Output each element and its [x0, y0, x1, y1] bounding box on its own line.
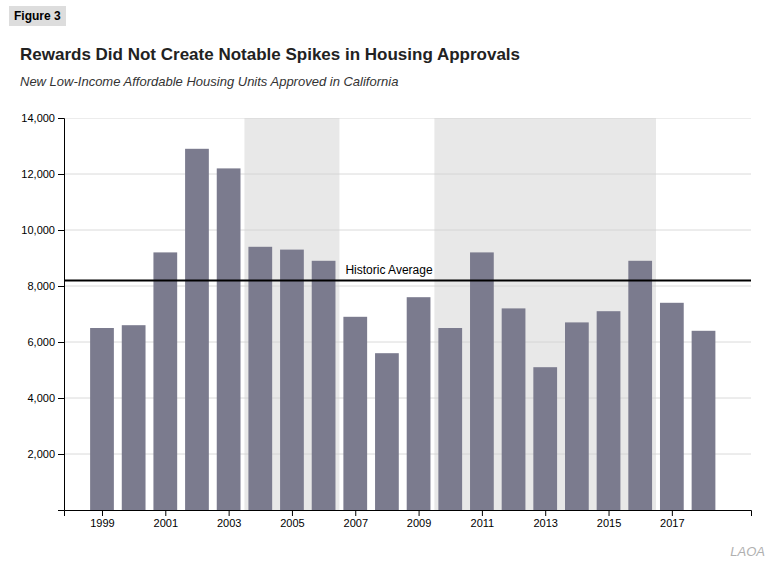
- average-label: Historic Average: [345, 263, 432, 277]
- x-tick: 2011: [471, 510, 495, 529]
- marks: [64, 118, 751, 510]
- y-tick-label: 4,000: [27, 392, 55, 404]
- x-tick: 2003: [217, 510, 241, 529]
- x-tick-mark: [355, 510, 356, 516]
- bar: [248, 247, 272, 510]
- bar: [407, 297, 431, 510]
- bar: [217, 168, 241, 510]
- x-tick: 2009: [407, 510, 431, 529]
- x-axis-line: [65, 511, 752, 517]
- x-tick-mark: [229, 510, 230, 516]
- y-tick: 14,000: [21, 112, 64, 124]
- x-tick-label: 2013: [533, 517, 557, 529]
- grid-line: [64, 118, 751, 119]
- bar: [565, 322, 589, 510]
- y-tick: 12,000: [21, 168, 64, 180]
- y-tick-label: 6,000: [27, 336, 55, 348]
- x-tick-mark: [545, 510, 546, 516]
- figure-label-group: Figure 3: [9, 6, 66, 26]
- x-tick: 1999: [90, 510, 114, 529]
- figure-label-box: [9, 6, 66, 26]
- figure-label: Figure 3: [14, 9, 61, 23]
- x-tick: 2013: [533, 510, 557, 529]
- y-tick: 10,000: [21, 224, 64, 236]
- x-tick: 2001: [154, 510, 178, 529]
- x-axis: 1999 2001 2003 2005 2007 2009 2011 2013 2015 2017: [65, 510, 752, 529]
- grid-line: [64, 230, 751, 231]
- x-tick-label: 2009: [407, 517, 431, 529]
- x-tick-label: 2007: [344, 517, 368, 529]
- x-tick: 2015: [597, 510, 621, 529]
- bar: [312, 261, 336, 510]
- y-tick-mark: [58, 398, 64, 399]
- bar: [375, 353, 399, 510]
- x-tick-label: 2005: [280, 517, 304, 529]
- x-tick-mark: [165, 510, 166, 516]
- watermark: LAOA: [730, 544, 765, 559]
- bar: [660, 303, 684, 510]
- y-axis-line: [58, 119, 65, 511]
- y-tick-mark: [58, 174, 64, 175]
- bar: [185, 149, 209, 510]
- bar: [470, 252, 494, 510]
- x-tick-label: 2015: [597, 517, 621, 529]
- bar: [692, 331, 716, 510]
- y-tick-mark: [58, 342, 64, 343]
- y-tick-label: 8,000: [27, 280, 55, 292]
- x-tick-mark: [292, 510, 293, 516]
- bar: [628, 261, 652, 510]
- y-tick-mark: [58, 118, 64, 119]
- bar: [280, 250, 304, 510]
- bar: [438, 328, 462, 510]
- x-tick-label: 2011: [471, 517, 495, 529]
- x-tick-label: 2001: [154, 517, 178, 529]
- y-tick-mark: [58, 286, 64, 287]
- x-tick: 2007: [344, 510, 368, 529]
- title: Rewards Did Not Create Notable Spikes in…: [20, 45, 520, 64]
- y-tick: 6,000: [27, 336, 64, 348]
- x-tick-mark: [609, 510, 610, 516]
- x-tick: 2017: [660, 510, 684, 529]
- bar: [90, 328, 114, 510]
- shaded-range: [434, 118, 656, 510]
- bar: [533, 367, 557, 510]
- x-tick-mark: [672, 510, 673, 516]
- y-axis: 2,000 4,000 6,000 8,000 10,000 12,000 14,000: [21, 112, 64, 510]
- subtitle: New Low-Income Affordable Housing Units …: [20, 74, 398, 89]
- bar: [343, 317, 367, 510]
- plot: 1999 2001 2003 2005 2007 2009 2011 2013 2015 2017…: [21, 112, 751, 529]
- x-tick-mark: [102, 510, 103, 516]
- y-tick-label: 2,000: [27, 448, 55, 460]
- x-tick: 2005: [280, 510, 304, 529]
- bar: [122, 325, 146, 510]
- y-tick-label: 12,000: [21, 168, 55, 180]
- grid-line: [64, 174, 751, 175]
- y-tick: 4,000: [27, 392, 64, 404]
- x-tick-label: 2017: [660, 517, 684, 529]
- bar: [502, 308, 526, 510]
- y-tick-mark: [58, 230, 64, 231]
- y-tick-mark: [58, 454, 64, 455]
- x-tick-label: 2003: [217, 517, 241, 529]
- x-tick-mark: [482, 510, 483, 516]
- bar: [597, 311, 621, 510]
- bar: [153, 252, 177, 510]
- y-tick-label: 10,000: [21, 224, 55, 236]
- y-tick-label: 14,000: [21, 112, 55, 124]
- shaded-range: [244, 118, 339, 510]
- y-tick: 8,000: [27, 280, 64, 292]
- average-line: [64, 279, 751, 281]
- y-tick: 2,000: [27, 448, 64, 460]
- x-tick-mark: [419, 510, 420, 516]
- chart: Figure 3 Rewards Did Not Create Notable S…: [0, 0, 781, 566]
- x-tick-label: 1999: [90, 517, 114, 529]
